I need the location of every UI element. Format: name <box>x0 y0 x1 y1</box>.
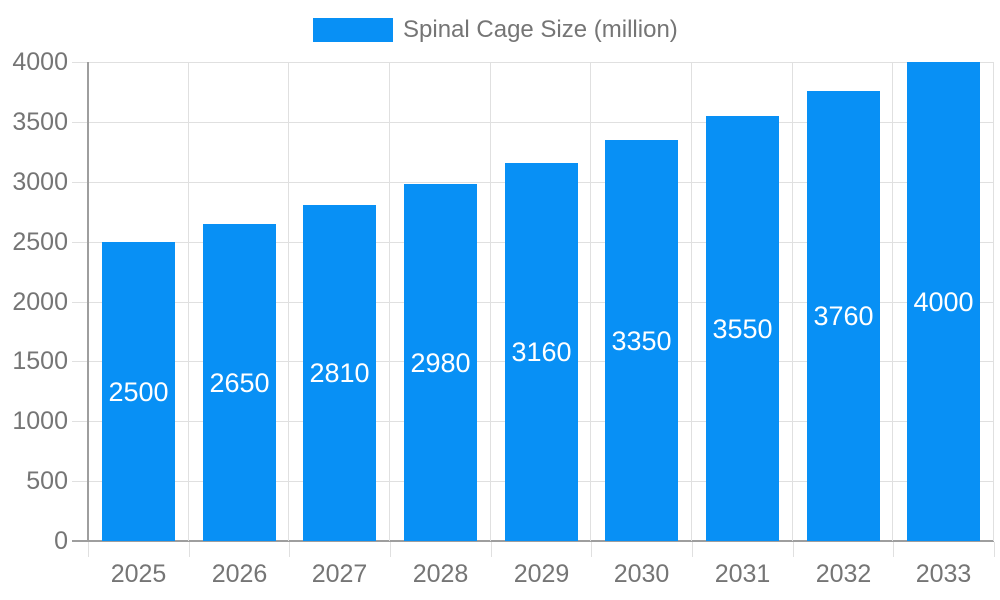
x-gridline <box>590 62 591 541</box>
y-axis-tick-label: 1000 <box>12 407 68 435</box>
x-axis-tick <box>692 542 693 557</box>
bar <box>706 116 779 541</box>
bar-value-label: 3760 <box>813 301 874 331</box>
bar-value-label: 2650 <box>209 368 270 398</box>
bar <box>404 184 477 541</box>
y-axis-tick-label: 2500 <box>12 228 68 256</box>
y-axis-tick-label: 4000 <box>12 48 68 76</box>
x-axis-tick <box>491 542 492 557</box>
bar-value-label: 3160 <box>511 337 572 367</box>
x-axis-tick <box>793 542 794 557</box>
x-axis-tick-label: 2028 <box>412 560 469 588</box>
x-gridline <box>490 62 491 541</box>
x-axis-tick-label: 2030 <box>613 560 670 588</box>
x-axis-line <box>72 540 994 542</box>
x-gridline <box>288 62 289 541</box>
x-axis-tick-label: 2026 <box>211 560 268 588</box>
bar-value-label: 2980 <box>410 348 471 378</box>
bar-value-label: 2500 <box>108 377 169 407</box>
bar-value-label: 3350 <box>611 326 672 356</box>
x-axis-tick <box>289 542 290 557</box>
bar <box>605 140 678 541</box>
y-axis-tick-label: 1500 <box>12 347 68 375</box>
bar-value-label: 2810 <box>309 358 370 388</box>
y-axis-tick-label: 3500 <box>12 108 68 136</box>
bar <box>203 224 276 541</box>
x-axis-tick-label: 2025 <box>110 560 167 588</box>
legend-swatch <box>313 18 393 42</box>
bar-value-label: 3550 <box>712 314 773 344</box>
x-axis-tick-label: 2029 <box>513 560 570 588</box>
x-gridline <box>892 62 893 541</box>
y-axis-tick-label: 0 <box>54 527 68 555</box>
x-axis-tick <box>893 542 894 557</box>
x-axis-tick-label: 2031 <box>714 560 771 588</box>
bar <box>102 242 175 541</box>
y-gridline <box>72 122 994 123</box>
bar <box>907 62 980 541</box>
legend-label: Spinal Cage Size (million) <box>403 16 678 43</box>
bar <box>303 205 376 541</box>
x-axis-tick-label: 2027 <box>311 560 368 588</box>
x-axis-tick-label: 2032 <box>815 560 872 588</box>
chart-legend: Spinal Cage Size (million) <box>313 17 678 43</box>
x-axis-tick <box>189 542 190 557</box>
x-axis-tick <box>390 542 391 557</box>
bar <box>505 163 578 541</box>
bar-value-label: 4000 <box>913 287 974 317</box>
bar <box>807 91 880 541</box>
y-axis-tick-label: 500 <box>26 467 68 495</box>
x-gridline <box>389 62 390 541</box>
x-gridline <box>188 62 189 541</box>
y-axis-tick-label: 2000 <box>12 288 68 316</box>
x-gridline <box>993 62 994 541</box>
y-gridline <box>72 62 994 63</box>
x-axis-tick <box>591 542 592 557</box>
x-axis-tick <box>88 542 89 557</box>
x-gridline <box>792 62 793 541</box>
x-axis-tick-label: 2033 <box>915 560 972 588</box>
x-axis-tick <box>994 542 995 557</box>
y-axis-tick-label: 3000 <box>12 168 68 196</box>
x-gridline <box>691 62 692 541</box>
y-axis-line <box>87 62 89 541</box>
